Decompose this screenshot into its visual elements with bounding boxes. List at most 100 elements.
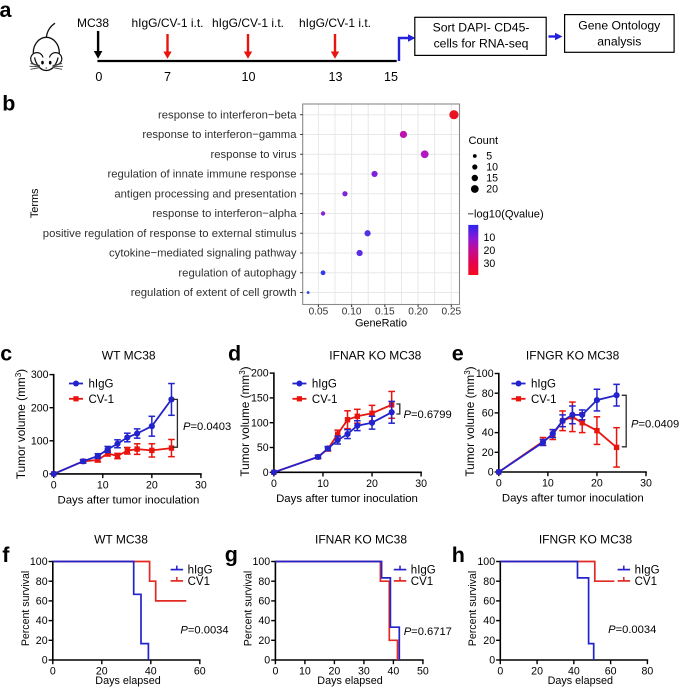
svg-text:0: 0 bbox=[489, 655, 495, 667]
svg-text:30: 30 bbox=[415, 478, 427, 490]
svg-text:150: 150 bbox=[251, 393, 269, 405]
svg-text:100: 100 bbox=[251, 417, 269, 429]
svg-text:Days elapsed: Days elapsed bbox=[317, 675, 382, 687]
svg-text:0: 0 bbox=[272, 666, 278, 678]
svg-text:20: 20 bbox=[96, 666, 108, 678]
svg-text:IFNAR KO MC38: IFNAR KO MC38 bbox=[329, 348, 421, 362]
svg-text:e: e bbox=[452, 342, 464, 366]
svg-text:IFNGR KO MC38: IFNGR KO MC38 bbox=[539, 533, 633, 547]
svg-text:MC38: MC38 bbox=[77, 16, 109, 30]
svg-text:0: 0 bbox=[271, 478, 277, 490]
svg-text:antigen processing and present: antigen processing and presentation bbox=[114, 188, 296, 200]
svg-text:100: 100 bbox=[253, 556, 271, 568]
svg-text:20: 20 bbox=[482, 447, 494, 459]
svg-text:15: 15 bbox=[486, 173, 498, 185]
svg-text:response to interferon−beta: response to interferon−beta bbox=[158, 109, 297, 121]
svg-text:P=0.0403: P=0.0403 bbox=[183, 421, 231, 433]
svg-text:Percent survival: Percent survival bbox=[243, 571, 255, 646]
svg-text:−log10(Qvalue): −log10(Qvalue) bbox=[468, 208, 544, 220]
svg-text:20: 20 bbox=[36, 635, 48, 647]
svg-text:GeneRatio: GeneRatio bbox=[355, 318, 407, 330]
svg-text:60: 60 bbox=[36, 596, 48, 608]
svg-text:hIgG: hIgG bbox=[635, 565, 660, 577]
svg-text:IFNAR KO MC38: IFNAR KO MC38 bbox=[315, 533, 407, 547]
svg-text:10: 10 bbox=[486, 162, 498, 174]
svg-text:20: 20 bbox=[329, 666, 341, 678]
svg-text:Percent survival: Percent survival bbox=[20, 571, 32, 646]
svg-text:80: 80 bbox=[482, 388, 494, 400]
svg-text:IFNGR KO MC38: IFNGR KO MC38 bbox=[526, 348, 620, 362]
svg-text:60: 60 bbox=[258, 596, 270, 608]
svg-text:60: 60 bbox=[194, 666, 206, 678]
svg-text:regulation of innate immune re: regulation of innate immune response bbox=[107, 169, 296, 181]
svg-text:analysis: analysis bbox=[597, 35, 641, 49]
svg-text:response to interferon−alpha: response to interferon−alpha bbox=[152, 208, 297, 220]
svg-text:regulation of autophagy: regulation of autophagy bbox=[178, 267, 296, 279]
svg-text:CV1: CV1 bbox=[411, 576, 433, 588]
svg-text:regulation of extent of cell g: regulation of extent of cell growth bbox=[131, 287, 297, 299]
svg-text:20: 20 bbox=[484, 245, 496, 257]
svg-text:20: 20 bbox=[486, 184, 498, 196]
svg-text:30: 30 bbox=[358, 666, 370, 678]
svg-text:40: 40 bbox=[258, 615, 270, 627]
svg-text:40: 40 bbox=[36, 615, 48, 627]
svg-text:Days after tumor inoculation: Days after tumor inoculation bbox=[57, 494, 199, 506]
svg-text:0: 0 bbox=[51, 479, 57, 491]
svg-text:100: 100 bbox=[31, 435, 49, 447]
svg-text:20: 20 bbox=[531, 666, 543, 678]
svg-text:10: 10 bbox=[484, 232, 496, 244]
svg-text:0.05: 0.05 bbox=[309, 307, 329, 318]
svg-text:20: 20 bbox=[366, 478, 378, 490]
svg-text:hIgG/CV-1 i.t.: hIgG/CV-1 i.t. bbox=[131, 16, 203, 30]
svg-text:80: 80 bbox=[483, 576, 495, 588]
svg-text:10: 10 bbox=[299, 666, 311, 678]
svg-text:b: b bbox=[2, 92, 15, 116]
svg-text:0.25: 0.25 bbox=[441, 307, 461, 318]
svg-text:60: 60 bbox=[605, 666, 617, 678]
svg-text:hIgG/CV-1 i.t.: hIgG/CV-1 i.t. bbox=[212, 16, 284, 30]
svg-text:40: 40 bbox=[145, 666, 157, 678]
svg-text:80: 80 bbox=[36, 576, 48, 588]
svg-text:Tumor volume (mm3): Tumor volume (mm3) bbox=[238, 366, 252, 476]
svg-text:WT MC38: WT MC38 bbox=[94, 533, 148, 547]
svg-text:0: 0 bbox=[497, 666, 503, 678]
svg-text:100: 100 bbox=[30, 556, 48, 568]
svg-text:P=0.6717: P=0.6717 bbox=[404, 626, 452, 638]
svg-text:hIgG: hIgG bbox=[411, 565, 436, 577]
svg-text:CV-1: CV-1 bbox=[531, 394, 557, 406]
svg-text:WT MC38: WT MC38 bbox=[102, 348, 156, 362]
svg-text:10: 10 bbox=[241, 70, 255, 84]
svg-text:0: 0 bbox=[43, 469, 49, 481]
svg-text:h: h bbox=[452, 543, 465, 567]
svg-text:hIgG/CV-1 i.t.: hIgG/CV-1 i.t. bbox=[299, 16, 371, 30]
svg-text:P=0.6799: P=0.6799 bbox=[404, 409, 452, 421]
svg-text:80: 80 bbox=[258, 576, 270, 588]
svg-text:positive regulation of respons: positive regulation of response to exter… bbox=[43, 228, 297, 240]
svg-text:80: 80 bbox=[642, 666, 654, 678]
svg-text:Days elapsed: Days elapsed bbox=[95, 675, 160, 687]
svg-text:20: 20 bbox=[483, 635, 495, 647]
svg-text:0.20: 0.20 bbox=[408, 307, 428, 318]
svg-text:Days after tumor inoculation: Days after tumor inoculation bbox=[276, 493, 418, 505]
svg-text:P=0.0409: P=0.0409 bbox=[631, 418, 679, 430]
svg-text:hIgG: hIgG bbox=[89, 379, 114, 391]
svg-text:15: 15 bbox=[384, 70, 398, 84]
svg-text:20: 20 bbox=[591, 478, 603, 490]
svg-text:Days elapsed: Days elapsed bbox=[548, 675, 613, 687]
svg-text:10: 10 bbox=[542, 478, 554, 490]
svg-text:30: 30 bbox=[195, 479, 207, 491]
svg-text:0: 0 bbox=[488, 467, 494, 479]
svg-text:Gene Ontology: Gene Ontology bbox=[578, 19, 661, 33]
svg-text:50: 50 bbox=[257, 442, 269, 454]
svg-text:0.15: 0.15 bbox=[375, 307, 395, 318]
svg-text:response to virus: response to virus bbox=[210, 149, 296, 161]
svg-text:60: 60 bbox=[483, 596, 495, 608]
svg-text:P=0.0034: P=0.0034 bbox=[608, 624, 656, 636]
svg-text:5: 5 bbox=[486, 151, 492, 163]
svg-text:CV-1: CV-1 bbox=[89, 394, 115, 406]
svg-text:response to interferon−gamma: response to interferon−gamma bbox=[142, 129, 297, 141]
svg-text:Days after tumor inoculation: Days after tumor inoculation bbox=[502, 493, 644, 505]
svg-text:40: 40 bbox=[483, 615, 495, 627]
svg-text:0: 0 bbox=[264, 655, 270, 667]
svg-text:Tumor volume (mm3): Tumor volume (mm3) bbox=[14, 369, 28, 479]
